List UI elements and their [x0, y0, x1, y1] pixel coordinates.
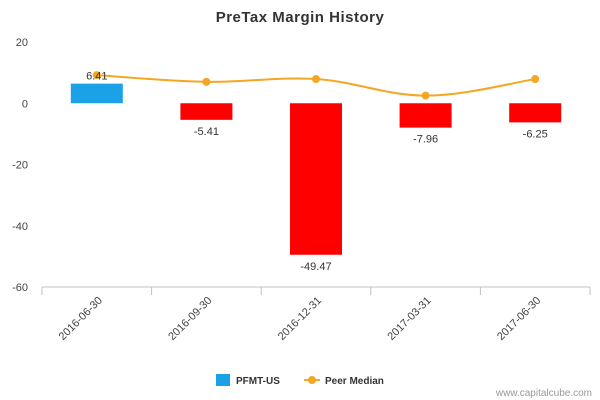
y-tick-label: -20 [12, 160, 28, 172]
bar[interactable] [399, 103, 452, 128]
x-tick-label: 2017-03-31 [385, 295, 433, 343]
y-tick-label: 0 [22, 98, 28, 110]
data-labels: 6.41 -5.41 -49.47 -7.96 -6.25 [86, 71, 548, 273]
data-label: -7.96 [413, 134, 438, 146]
y-tick-label: -40 [12, 221, 28, 233]
legend-label-peer[interactable]: Peer Median [325, 376, 384, 387]
data-label: -5.41 [194, 126, 219, 138]
peer-median-point[interactable] [92, 71, 101, 80]
bars [70, 83, 562, 255]
y-tick-label: 20 [16, 37, 28, 49]
credit-text: www.capitalcube.com [495, 388, 592, 399]
data-label: 6.41 [86, 71, 107, 83]
x-tick-label: 2017-06-30 [495, 295, 543, 343]
peer-median-point[interactable] [421, 91, 430, 100]
data-label: -6.25 [523, 128, 548, 140]
x-tick-label: 2016-12-31 [276, 295, 324, 343]
y-tick-label: -60 [12, 282, 28, 294]
chart-title: PreTax Margin History [216, 9, 385, 26]
bar[interactable] [70, 83, 123, 104]
data-label: -49.47 [300, 261, 331, 273]
peer-median-point[interactable] [312, 75, 320, 84]
peer-median-line [92, 71, 540, 100]
bar[interactable] [290, 103, 342, 255]
bar[interactable] [180, 103, 233, 120]
legend-swatch-pfmt [216, 374, 230, 386]
peer-median-point[interactable] [202, 77, 211, 86]
bar[interactable] [509, 103, 562, 123]
legend[interactable]: PFMT-US Peer Median [216, 374, 384, 387]
peer-median-point[interactable] [531, 75, 540, 84]
legend-label-pfmt[interactable]: PFMT-US [236, 376, 280, 387]
legend-swatch-peer-marker [308, 376, 316, 384]
x-tick-label: 2016-09-30 [166, 295, 214, 343]
x-tick-label: 2016-06-30 [57, 295, 105, 343]
